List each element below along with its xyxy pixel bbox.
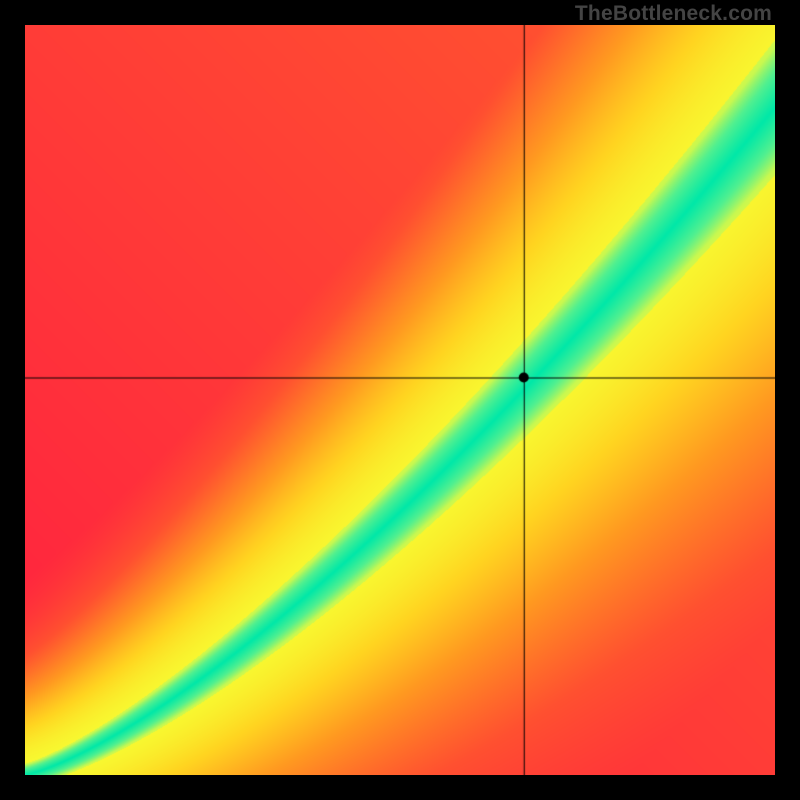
- bottleneck-heatmap: [25, 25, 775, 775]
- plot-area: [25, 25, 775, 775]
- chart-container: TheBottleneck.com: [0, 0, 800, 800]
- watermark-text: TheBottleneck.com: [575, 2, 772, 26]
